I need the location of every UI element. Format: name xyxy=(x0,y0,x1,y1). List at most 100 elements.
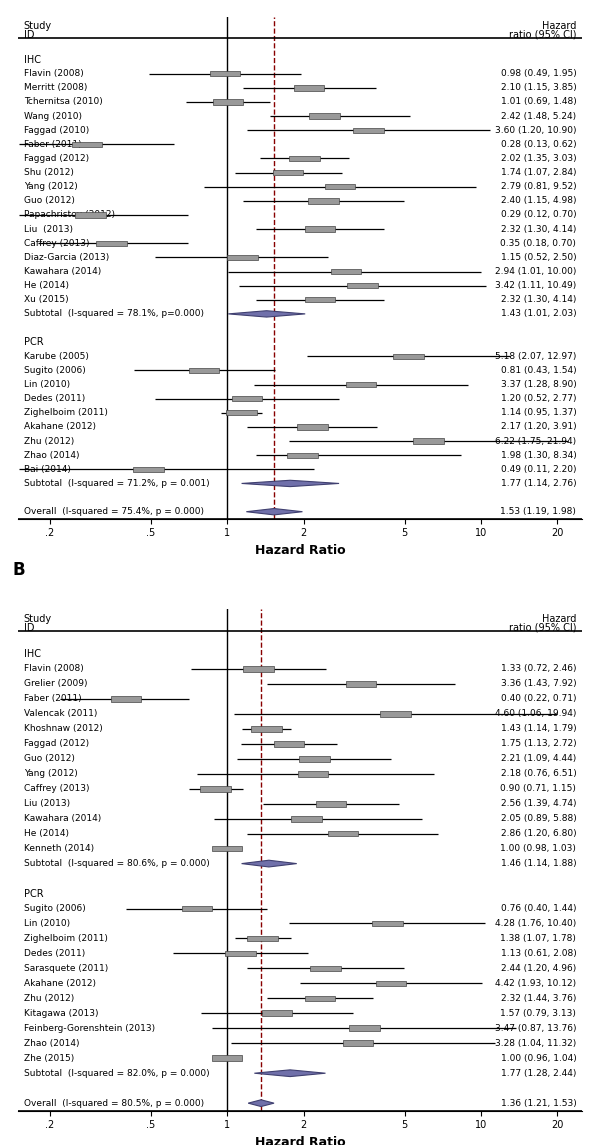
Text: Faggad (2010): Faggad (2010) xyxy=(23,126,89,135)
Text: 1.77 (1.28, 2.44): 1.77 (1.28, 2.44) xyxy=(501,1068,577,1077)
Polygon shape xyxy=(262,1011,292,1016)
Polygon shape xyxy=(289,156,320,161)
Text: Zhu (2012): Zhu (2012) xyxy=(23,436,74,445)
Text: Zhu (2012): Zhu (2012) xyxy=(23,994,74,1003)
Polygon shape xyxy=(242,480,339,487)
Polygon shape xyxy=(213,100,244,104)
Polygon shape xyxy=(331,269,361,274)
Polygon shape xyxy=(343,1041,373,1047)
Text: Kitagawa (2013): Kitagawa (2013) xyxy=(23,1009,98,1018)
Polygon shape xyxy=(308,198,339,204)
Text: 3.60 (1.20, 10.90): 3.60 (1.20, 10.90) xyxy=(495,126,577,135)
X-axis label: Hazard Ratio: Hazard Ratio xyxy=(254,1136,346,1145)
Text: Karube (2005): Karube (2005) xyxy=(23,352,89,361)
Text: 5.18 (2.07, 12.97): 5.18 (2.07, 12.97) xyxy=(495,352,577,361)
Text: 1.00 (0.98, 1.03): 1.00 (0.98, 1.03) xyxy=(500,844,577,853)
Polygon shape xyxy=(76,212,106,218)
Text: Merritt (2008): Merritt (2008) xyxy=(23,84,87,93)
Text: 0.81 (0.43, 1.54): 0.81 (0.43, 1.54) xyxy=(501,366,577,374)
Polygon shape xyxy=(209,71,240,77)
Text: He (2014): He (2014) xyxy=(23,282,68,290)
Text: 3.37 (1.28, 8.90): 3.37 (1.28, 8.90) xyxy=(500,380,577,389)
Polygon shape xyxy=(347,283,378,289)
Text: IHC: IHC xyxy=(23,55,41,64)
Text: 6.22 (1.75, 21.94): 6.22 (1.75, 21.94) xyxy=(495,436,577,445)
Text: 1.14 (0.95, 1.37): 1.14 (0.95, 1.37) xyxy=(500,409,577,417)
Text: IHC: IHC xyxy=(23,649,41,660)
Text: 0.98 (0.49, 1.95): 0.98 (0.49, 1.95) xyxy=(500,69,577,78)
Text: 1.98 (1.30, 8.34): 1.98 (1.30, 8.34) xyxy=(500,451,577,459)
Text: Zhe (2015): Zhe (2015) xyxy=(23,1053,74,1063)
Text: Khoshnaw (2012): Khoshnaw (2012) xyxy=(23,725,103,733)
Text: Liu  (2013): Liu (2013) xyxy=(23,224,73,234)
Text: PCR: PCR xyxy=(23,337,43,347)
Text: Guo (2012): Guo (2012) xyxy=(23,755,74,764)
Text: 0.35 (0.18, 0.70): 0.35 (0.18, 0.70) xyxy=(500,239,577,247)
Text: 1.46 (1.14, 1.88): 1.46 (1.14, 1.88) xyxy=(501,859,577,868)
Polygon shape xyxy=(242,860,297,867)
Text: Papachristou (2012): Papachristou (2012) xyxy=(23,211,115,220)
Text: 1.33 (0.72, 2.46): 1.33 (0.72, 2.46) xyxy=(501,664,577,673)
Polygon shape xyxy=(133,467,164,472)
Text: Zighelboim (2011): Zighelboim (2011) xyxy=(23,409,107,417)
Polygon shape xyxy=(232,396,262,402)
Text: Caffrey (2013): Caffrey (2013) xyxy=(23,239,89,247)
Text: Overall  (I-squared = 75.4%, p = 0.000): Overall (I-squared = 75.4%, p = 0.000) xyxy=(23,507,203,516)
Text: 4.28 (1.76, 10.40): 4.28 (1.76, 10.40) xyxy=(495,919,577,927)
Polygon shape xyxy=(251,726,282,732)
Text: ratio (95% CI): ratio (95% CI) xyxy=(509,623,577,633)
Text: Valencak (2011): Valencak (2011) xyxy=(23,710,97,718)
Text: Dedes (2011): Dedes (2011) xyxy=(23,394,85,403)
Text: 3.42 (1.11, 10.49): 3.42 (1.11, 10.49) xyxy=(495,282,577,290)
Polygon shape xyxy=(413,439,444,444)
Text: 1.77 (1.14, 2.76): 1.77 (1.14, 2.76) xyxy=(501,479,577,488)
Text: Tchernitsa (2010): Tchernitsa (2010) xyxy=(23,97,103,106)
Polygon shape xyxy=(274,741,304,747)
Text: 1.57 (0.79, 3.13): 1.57 (0.79, 3.13) xyxy=(500,1009,577,1018)
Polygon shape xyxy=(353,127,383,133)
Text: 1.74 (1.07, 2.84): 1.74 (1.07, 2.84) xyxy=(501,168,577,177)
Text: Kenneth (2014): Kenneth (2014) xyxy=(23,844,94,853)
Polygon shape xyxy=(376,980,406,986)
Polygon shape xyxy=(346,381,376,387)
Text: ratio (95% CI): ratio (95% CI) xyxy=(509,30,577,40)
Polygon shape xyxy=(212,1056,242,1061)
Text: 1.38 (1.07, 1.78): 1.38 (1.07, 1.78) xyxy=(500,934,577,943)
Polygon shape xyxy=(247,508,302,515)
Text: Lin (2010): Lin (2010) xyxy=(23,380,70,389)
Polygon shape xyxy=(328,831,358,837)
Text: ID: ID xyxy=(23,623,34,633)
Text: 4.42 (1.93, 10.12): 4.42 (1.93, 10.12) xyxy=(495,979,577,988)
Text: Overall  (I-squared = 80.5%, p = 0.000): Overall (I-squared = 80.5%, p = 0.000) xyxy=(23,1099,204,1107)
Text: Xu (2015): Xu (2015) xyxy=(23,295,68,305)
Text: Flavin (2008): Flavin (2008) xyxy=(23,69,83,78)
Text: Shu (2012): Shu (2012) xyxy=(23,168,74,177)
Text: Akahane (2012): Akahane (2012) xyxy=(23,423,95,432)
X-axis label: Hazard Ratio: Hazard Ratio xyxy=(254,544,346,558)
Text: 1.20 (0.52, 2.77): 1.20 (0.52, 2.77) xyxy=(501,394,577,403)
Polygon shape xyxy=(182,906,212,911)
Text: Subtotal  (I-squared = 82.0%, p = 0.000): Subtotal (I-squared = 82.0%, p = 0.000) xyxy=(23,1068,209,1077)
Polygon shape xyxy=(273,169,304,175)
Polygon shape xyxy=(291,816,322,821)
Polygon shape xyxy=(393,354,424,360)
Text: 2.44 (1.20, 4.96): 2.44 (1.20, 4.96) xyxy=(501,964,577,973)
Text: Zhao (2014): Zhao (2014) xyxy=(23,451,79,459)
Text: Kawahara (2014): Kawahara (2014) xyxy=(23,814,101,823)
Text: Flavin (2008): Flavin (2008) xyxy=(23,664,83,673)
Text: He (2014): He (2014) xyxy=(23,829,68,838)
Text: 0.40 (0.22, 0.71): 0.40 (0.22, 0.71) xyxy=(501,694,577,703)
Text: Subtotal  (I-squared = 80.6%, p = 0.000): Subtotal (I-squared = 80.6%, p = 0.000) xyxy=(23,859,209,868)
Text: 2.42 (1.48, 5.24): 2.42 (1.48, 5.24) xyxy=(501,111,577,120)
Polygon shape xyxy=(247,935,278,941)
Polygon shape xyxy=(305,297,335,302)
Polygon shape xyxy=(310,965,341,971)
Text: Kawahara (2014): Kawahara (2014) xyxy=(23,267,101,276)
Text: 0.49 (0.11, 2.20): 0.49 (0.11, 2.20) xyxy=(501,465,577,474)
Text: 1.75 (1.13, 2.72): 1.75 (1.13, 2.72) xyxy=(501,740,577,749)
Text: Hazard: Hazard xyxy=(542,22,577,31)
Polygon shape xyxy=(111,696,142,702)
Polygon shape xyxy=(228,310,305,317)
Text: Wang (2010): Wang (2010) xyxy=(23,111,82,120)
Text: 2.94 (1.01, 10.00): 2.94 (1.01, 10.00) xyxy=(495,267,577,276)
